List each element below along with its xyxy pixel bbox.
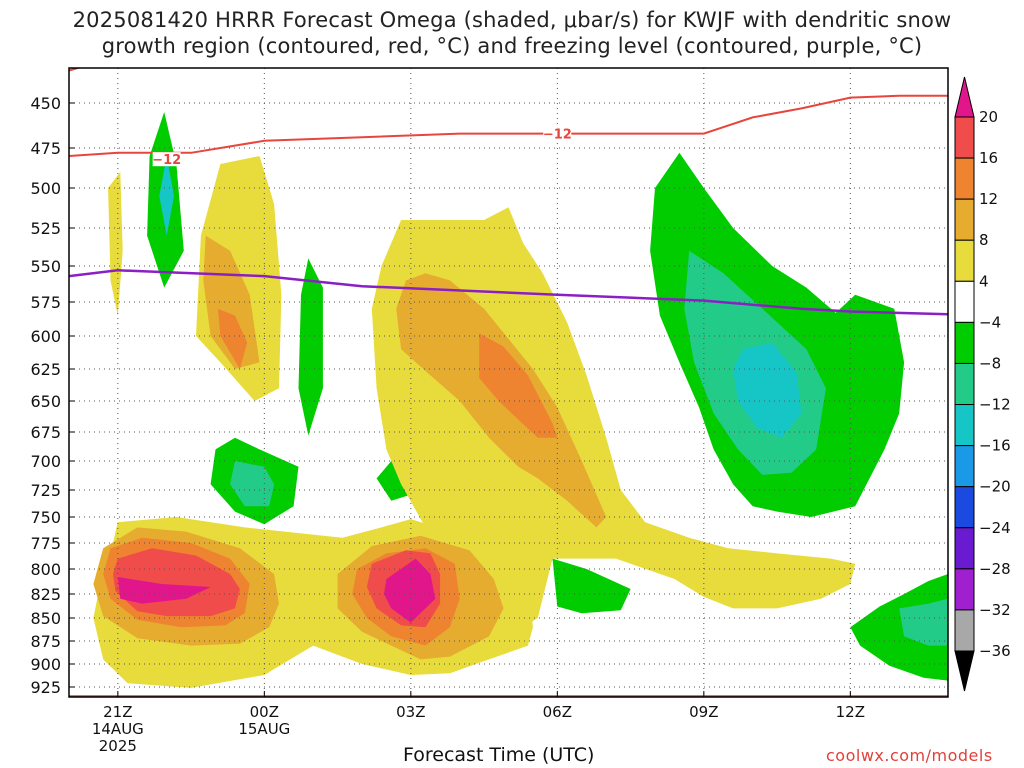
chart-title-line-1: 2025081420 HRRR Forecast Omega (shaded, … — [72, 8, 952, 32]
isotherm-m12-line-1 — [69, 94, 948, 157]
colorbar-bin-0 — [954, 116, 975, 159]
colorbar-bin-6 — [954, 362, 975, 406]
omega-region-teal-west-column — [159, 156, 174, 236]
x-axis-label: Forecast Time (UTC) — [403, 744, 595, 766]
omega-region-green-thin-0050 — [298, 258, 323, 436]
colorbar-bin-8 — [954, 445, 975, 488]
y-tick-label-575: 575 — [30, 293, 61, 312]
y-tick-label-650: 650 — [30, 392, 61, 411]
colorbar-bin-10 — [954, 527, 975, 570]
chart-title-line-2: growth region (contoured, red, °C) and f… — [101, 34, 923, 58]
x-tick-label-12Z: 12Z — [836, 703, 865, 721]
colorbar-label-11: −28 — [979, 560, 1011, 578]
omega-region-cyan-big-east — [733, 342, 802, 438]
colorbar-label-9: −20 — [979, 478, 1011, 496]
y-tick-label-550: 550 — [30, 257, 61, 276]
isotherm-m12-label-bg-1 — [543, 126, 572, 141]
y-tick-label-850: 850 — [30, 609, 61, 628]
y-tick-label-825: 825 — [30, 585, 61, 604]
y-tick-label-500: 500 — [30, 179, 61, 198]
plot-frame — [68, 67, 949, 698]
colorbar-label-5: −4 — [979, 313, 1001, 331]
y-tick-label-700: 700 — [30, 452, 61, 471]
y-tick-label-750: 750 — [30, 508, 61, 527]
colorbar-label-2: 12 — [979, 190, 998, 208]
omega-region-orange-upper-2330 — [203, 235, 260, 369]
colorbar-bin-4 — [954, 280, 975, 323]
omega-region-green-lower-east — [850, 574, 948, 681]
isotherm-m12-label-0: −12 — [152, 153, 181, 168]
colorbar-bottom-arrow — [954, 650, 975, 692]
colorbar-bin-1 — [954, 157, 975, 200]
colorbar-label-0: 20 — [979, 108, 998, 126]
x-tick-label-06Z: 06Z — [543, 703, 572, 721]
x-tick-date-21Z: 14AUG — [92, 720, 144, 738]
colorbar-top-arrow — [954, 76, 975, 118]
colorbar-bin-12 — [954, 609, 975, 652]
colorbar-label-13: −36 — [979, 642, 1011, 660]
colorbar-bin-7 — [954, 404, 975, 447]
omega-region-magenta-lower-west — [117, 577, 211, 604]
colorbar-label-3: 8 — [979, 231, 989, 249]
isotherm-m12-label-bg-0 — [152, 152, 181, 167]
colorbar-bin-9 — [954, 486, 975, 529]
colorbar-label-4: 4 — [979, 272, 989, 290]
omega-region-teal-lower-east — [899, 598, 948, 646]
y-tick-label-925: 925 — [30, 678, 61, 697]
colorbar-label-7: −12 — [979, 396, 1011, 414]
x-tick-year-21Z: 2025 — [99, 737, 137, 755]
x-tick-date-00Z: 15AUG — [238, 720, 290, 738]
y-tick-label-475: 475 — [30, 139, 61, 158]
y-tick-label-675: 675 — [30, 423, 61, 442]
colorbar-label-1: 16 — [979, 149, 998, 167]
plot-area: −12 −12 — [69, 68, 948, 697]
credit-link[interactable]: coolwx.com/models — [826, 746, 993, 765]
terrain-strip — [69, 695, 948, 697]
omega-region-green-lower-0600 — [552, 558, 631, 614]
y-tick-label-525: 525 — [30, 219, 61, 238]
omega-region-teal-midlevel-2300 — [230, 461, 275, 507]
colorbar-label-8: −16 — [979, 437, 1011, 455]
y-tick-label-625: 625 — [30, 360, 61, 379]
colorbar-label-12: −32 — [979, 601, 1011, 619]
omega-region-dark-orange-big-diagonal — [479, 333, 558, 438]
y-tick-label-900: 900 — [30, 655, 61, 674]
colorbar-bin-2 — [954, 198, 975, 241]
isotherm-m12-label-1: −12 — [543, 128, 572, 143]
x-tick-label-21Z: 21Z — [103, 703, 132, 721]
y-tick-label-600: 600 — [30, 327, 61, 346]
colorbar-bin-3 — [954, 239, 975, 282]
y-tick-label-775: 775 — [30, 534, 61, 553]
colorbar-bin-5 — [954, 321, 975, 364]
y-tick-label-875: 875 — [30, 632, 61, 651]
freezing-level-line — [69, 269, 948, 316]
omega-region-yellow-big-diagonal — [371, 207, 856, 637]
y-tick-label-450: 450 — [30, 94, 61, 113]
x-tick-label-00Z: 00Z — [250, 703, 279, 721]
colorbar-bin-11 — [954, 568, 975, 611]
omega-region-dark-orange-upper-2330 — [217, 308, 248, 369]
x-tick-label-09Z: 09Z — [689, 703, 718, 721]
y-tick-label-725: 725 — [30, 481, 61, 500]
omega-region-yellow-west-column — [108, 172, 123, 316]
y-tick-label-800: 800 — [30, 560, 61, 579]
colorbar-label-10: −24 — [979, 519, 1011, 537]
colorbar-label-6: −8 — [979, 354, 1001, 372]
x-tick-label-03Z: 03Z — [396, 703, 425, 721]
omega-region-magenta-lower-0300 — [384, 558, 436, 623]
